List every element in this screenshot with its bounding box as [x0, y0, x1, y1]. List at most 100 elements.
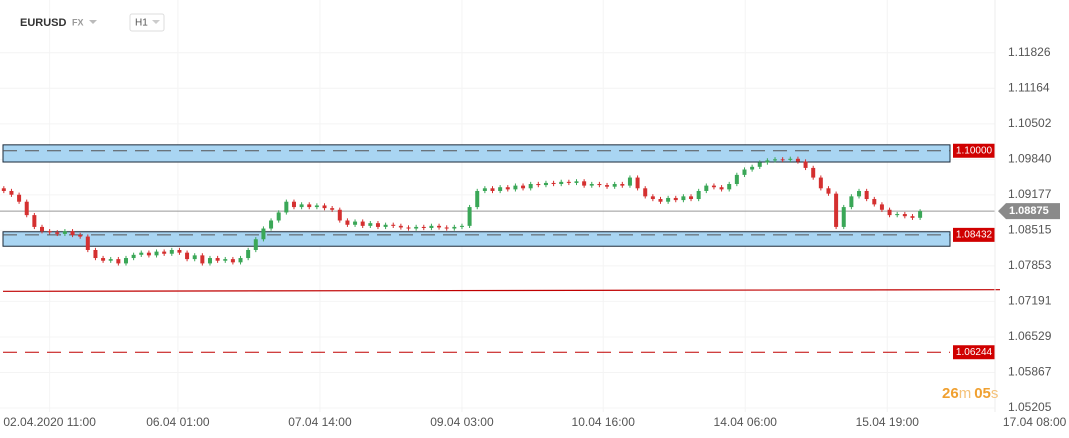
candle-body [704, 185, 709, 191]
candle-body [78, 234, 83, 237]
candle-body [200, 255, 205, 264]
candle-body [55, 232, 60, 234]
plot: 1.10000 1.08432 1.06244 1.08875 [0, 143, 1060, 360]
candle-body [666, 197, 671, 202]
candle-body [727, 184, 732, 190]
candle-body [192, 255, 197, 260]
candle-body [498, 187, 503, 191]
candle-body [375, 223, 380, 227]
y-tick-label: 1.05205 [1008, 400, 1052, 414]
candle-body [582, 181, 587, 186]
candle-body [291, 201, 296, 208]
candle-body [93, 249, 98, 259]
axis: 1.11826 1.11164 1.10502 1.09840 1.09177 1.085… [3, 0, 1067, 429]
candle-body [635, 177, 640, 189]
candle-body [757, 162, 762, 167]
candle-body [536, 184, 541, 186]
candle-body [360, 221, 365, 226]
candle-body [459, 225, 464, 227]
candle-body [215, 258, 220, 261]
candle-body [337, 209, 342, 221]
candle-body [620, 184, 625, 186]
candle-body [414, 226, 419, 229]
x-tick-label: 10.04 16:00 [572, 415, 636, 429]
countdown-unit: s [991, 385, 999, 402]
dropdown-caret[interactable] [89, 20, 97, 24]
y-tick-label: 1.07191 [1008, 294, 1052, 308]
candle-body [566, 181, 571, 183]
candle-body [780, 159, 785, 161]
candle-body [70, 231, 75, 235]
candle-body [711, 185, 716, 188]
countdown: 26m 05s [942, 385, 998, 402]
candle-body [284, 201, 289, 213]
current-price-label: 1.08875 [1009, 205, 1049, 217]
candle-body [895, 214, 900, 216]
candle-body [32, 215, 37, 227]
candle-body [39, 226, 44, 232]
candle-body [689, 196, 694, 200]
candle-body [467, 207, 472, 226]
candle-body [750, 166, 755, 170]
candle-body [841, 207, 846, 227]
symbol[interactable]: EURUSD [20, 17, 67, 29]
candle-body [330, 208, 335, 210]
zone [2, 231, 951, 247]
candle-body [482, 188, 487, 191]
level-tag [953, 143, 995, 158]
y-tick-label: 1.11164 [1008, 80, 1050, 94]
x-tick-label: 14.04 06:00 [714, 415, 778, 429]
candle-body [857, 190, 862, 197]
candle-body [314, 205, 319, 208]
timeframe[interactable]: H1 [135, 18, 148, 29]
candle-body [765, 160, 770, 163]
candle-body [589, 184, 594, 186]
candle-body [299, 204, 304, 208]
candle-body [146, 252, 151, 256]
candle-body [131, 254, 136, 259]
candle-body [307, 204, 312, 208]
candle-body [742, 169, 747, 175]
candle-body [834, 193, 839, 227]
zone [2, 144, 951, 163]
candle-body [650, 196, 655, 200]
candle-body [513, 185, 518, 190]
grid [0, 0, 995, 412]
y-tick-label: 1.11826 [1008, 45, 1051, 59]
candle-body [879, 204, 884, 210]
candle-body [398, 225, 403, 228]
candle-body [154, 251, 159, 256]
candle-body [643, 188, 648, 197]
candle-body [673, 197, 678, 201]
candle-body [818, 177, 823, 189]
candle-body [345, 220, 350, 225]
candle-body [864, 190, 869, 200]
candle-body [559, 181, 564, 185]
candle-body [177, 249, 182, 253]
trendline [2, 289, 1001, 292]
candle-body [246, 249, 251, 259]
level-tag [953, 345, 995, 360]
dropdown-caret[interactable] [152, 20, 160, 24]
candle-body [429, 225, 434, 228]
candle-body [811, 167, 816, 178]
candle-body [490, 188, 495, 191]
timeframe-button[interactable] [129, 13, 165, 32]
candle-body [826, 188, 831, 194]
candle-body [452, 226, 457, 229]
x-tick-label: 07.04 14:00 [288, 415, 352, 429]
candle-body [139, 252, 144, 255]
candle-body [605, 185, 610, 187]
candle-body [902, 214, 907, 217]
candle-body [276, 212, 281, 221]
market: FX [72, 17, 84, 27]
candle-body [887, 209, 892, 216]
candle-body [437, 225, 442, 228]
y-tick-label: 1.09840 [1008, 152, 1052, 166]
candle-body [918, 211, 923, 218]
x-tick-label: 09.04 03:00 [430, 415, 494, 429]
x-tick-label: 06.04 01:00 [146, 415, 210, 429]
candle-body [62, 231, 67, 234]
candle-body [383, 224, 388, 227]
y-tick-label: 1.10502 [1008, 116, 1052, 130]
